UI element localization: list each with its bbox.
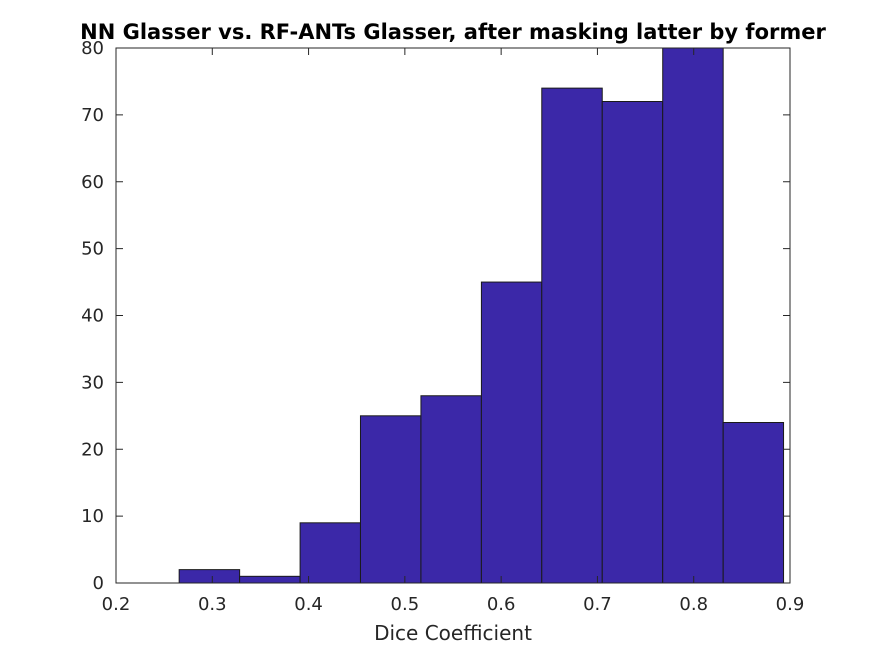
bars-group bbox=[178, 47, 785, 584]
histogram-bar bbox=[299, 522, 361, 584]
y-tick-label: 50 bbox=[81, 239, 104, 260]
y-tick-label: 10 bbox=[81, 506, 104, 527]
y-tick-label: 80 bbox=[81, 38, 104, 59]
histogram-bar bbox=[178, 569, 241, 584]
histogram-bar bbox=[359, 415, 422, 584]
y-tick-label: 20 bbox=[81, 439, 104, 460]
y-tick-label: 30 bbox=[81, 372, 104, 393]
chart-title: NN Glasser vs. RF-ANTs Glasser, after ma… bbox=[80, 20, 826, 44]
histogram-bar bbox=[601, 101, 664, 584]
x-tick-label: 0.4 bbox=[294, 594, 323, 615]
x-tick-label: 0.2 bbox=[102, 594, 131, 615]
x-tick-label: 0.5 bbox=[391, 594, 420, 615]
histogram-bar bbox=[541, 87, 603, 584]
y-tick-label: 40 bbox=[81, 306, 104, 327]
x-axis-label: Dice Coefficient bbox=[374, 621, 532, 645]
ticks-group: 0.2 0.3 0.4 0.5 0.6 0.7 0.8 0.9 0 10 20 30 40 50 60 70 8… bbox=[81, 38, 804, 615]
x-tick-label: 0.9 bbox=[776, 594, 805, 615]
x-tick-label: 0.7 bbox=[583, 594, 612, 615]
x-tick-label: 0.8 bbox=[679, 594, 708, 615]
histogram-bar bbox=[722, 422, 785, 584]
plot-frame bbox=[115, 47, 791, 584]
x-tick-label: 0.3 bbox=[198, 594, 227, 615]
histogram-bar bbox=[420, 395, 482, 584]
histogram-bar bbox=[662, 47, 724, 584]
y-tick-label: 60 bbox=[81, 172, 104, 193]
histogram-bar bbox=[480, 281, 543, 584]
x-tick-label: 0.6 bbox=[487, 594, 516, 615]
histogram-bar bbox=[239, 575, 301, 584]
y-tick-label: 70 bbox=[81, 105, 104, 126]
y-tick-label: 0 bbox=[93, 573, 104, 594]
